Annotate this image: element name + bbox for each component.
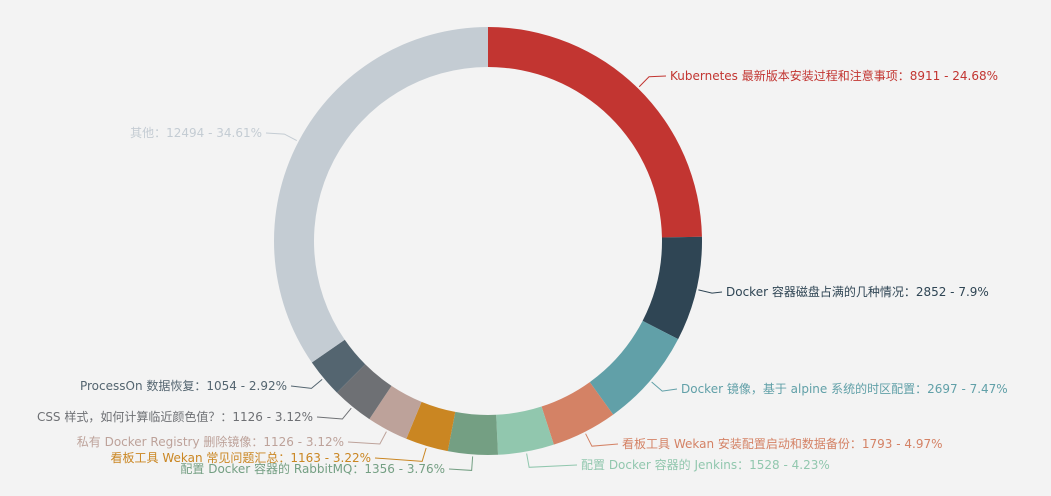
slice-label-5: 配置 Docker 容器的 RabbitMQ：1356 - 3.76% <box>180 461 445 476</box>
slice-4[interactable] <box>496 406 554 455</box>
slice-label-7: 私有 Docker Registry 删除镜像：1126 - 3.12% <box>77 434 344 449</box>
leader-line-7 <box>347 431 387 445</box>
slice-0[interactable] <box>488 27 702 238</box>
slice-label-3: 看板工具 Wekan 安装配置启动和数据备份：1793 - 4.97% <box>622 436 943 451</box>
slice-9[interactable] <box>311 339 366 393</box>
slice-2[interactable] <box>589 320 679 415</box>
leader-line-9 <box>290 379 323 389</box>
slice-label-2: Docker 镜像，基于 alpine 系统的时区配置：2697 - 7.47% <box>681 381 1008 396</box>
slice-label-0: Kubernetes 最新版本安装过程和注意事项：8911 - 24.68% <box>670 68 998 83</box>
leader-line-2 <box>651 381 678 392</box>
leader-line-8 <box>316 407 352 420</box>
leader-line-3 <box>585 433 619 447</box>
leader-line-4 <box>526 453 578 468</box>
slice-label-6: 看板工具 Wekan 常见问题汇总：1163 - 3.22% <box>111 451 372 465</box>
slice-8[interactable] <box>336 364 392 420</box>
slice-10[interactable] <box>274 27 488 363</box>
slice-label-10: 其他：12494 - 34.61% <box>130 126 262 140</box>
labels-group: Kubernetes 最新版本安装过程和注意事项：8911 - 24.68% Do… <box>37 68 1008 476</box>
slice-1[interactable] <box>642 236 702 340</box>
slice-label-9: ProcessOn 数据恢复：1054 - 2.92% <box>80 378 287 393</box>
slice-label-1: Docker 容器磁盘占满的几种情况：2852 - 7.9% <box>726 284 989 299</box>
slice-5[interactable] <box>447 411 499 456</box>
slice-7[interactable] <box>369 385 422 439</box>
slice-6[interactable] <box>406 401 456 452</box>
leader-line-1 <box>698 289 723 294</box>
slice-label-4: 配置 Docker 容器的 Jenkins：1528 - 4.23% <box>581 457 830 472</box>
slice-label-8: CSS 样式，如何计算临近颜色值？：1126 - 3.12% <box>37 409 313 424</box>
slices-group <box>274 27 702 456</box>
leader-line-0 <box>638 75 667 88</box>
slice-3[interactable] <box>541 382 614 445</box>
leader-line-6 <box>374 447 427 462</box>
leader-line-5 <box>448 456 474 471</box>
leader-line-10 <box>265 132 297 142</box>
